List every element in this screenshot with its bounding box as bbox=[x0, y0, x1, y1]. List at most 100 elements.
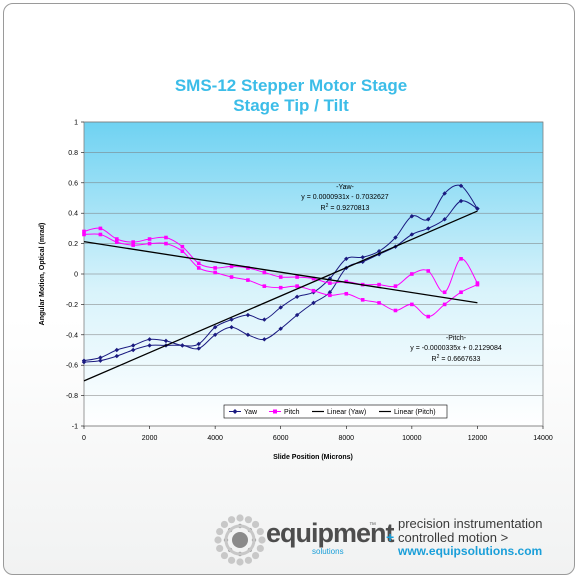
yaw-point bbox=[130, 347, 136, 353]
yaw-point bbox=[245, 332, 251, 337]
y-tick-label: -0.4 bbox=[66, 332, 78, 339]
brand-subtitle: solutions bbox=[312, 547, 344, 556]
yaw-annotation-label: -Yaw- bbox=[336, 184, 354, 191]
linear-yaw-trendline bbox=[83, 210, 478, 382]
brand-logo-text: equipment bbox=[266, 518, 395, 548]
yaw-point bbox=[294, 312, 300, 318]
yaw-point bbox=[294, 294, 300, 299]
pitch-point bbox=[459, 257, 463, 261]
legend-label-yaw: Yaw bbox=[244, 409, 258, 416]
gear-tooth bbox=[214, 536, 222, 544]
gear-tooth bbox=[227, 516, 236, 524]
brand-trademark: ™ bbox=[369, 522, 376, 529]
pitch-point bbox=[147, 237, 152, 241]
pitch-point bbox=[311, 288, 316, 293]
pitch-point bbox=[410, 302, 414, 307]
axis-ticks: -1 -0.8 -0.6 -0.4 -0.2 0 0.2 0.4 0.6 0.8 1 0 2000 400… bbox=[66, 120, 553, 443]
y-tick-label: -0.2 bbox=[66, 302, 78, 309]
chart: SMS-12 Stepper Motor Stage Stage Tip / T… bbox=[39, 76, 553, 461]
pitch-point bbox=[262, 270, 267, 275]
yaw-point bbox=[196, 346, 201, 351]
pitch-point bbox=[377, 301, 381, 305]
pitch-point bbox=[180, 249, 185, 253]
gear-tooth bbox=[220, 551, 229, 560]
gear-tooth bbox=[244, 556, 253, 564]
yaw-r2-sup: 2 bbox=[326, 203, 329, 209]
pitch-point bbox=[475, 282, 480, 287]
pitch-point bbox=[278, 285, 283, 290]
pitch-point bbox=[295, 284, 299, 288]
pitch-point bbox=[114, 237, 119, 241]
pitch-point bbox=[164, 241, 168, 246]
pitch-annotation: -Pitch- y = -0.0000335x + 0.2129084 R2 =… bbox=[410, 335, 502, 363]
legend-label-pitch: Pitch bbox=[284, 409, 300, 416]
y-tick-label: -0.6 bbox=[66, 363, 78, 370]
yaw-point bbox=[409, 214, 415, 219]
yaw-point bbox=[442, 217, 447, 222]
y-tick-label: 0.2 bbox=[68, 241, 78, 248]
gear-tooth bbox=[256, 544, 264, 553]
x-tick-label: 6000 bbox=[273, 435, 289, 442]
yaw-annotation-equation: y = 0.0000931x - 0.7032627 bbox=[301, 194, 388, 201]
chart-subtitle: Stage Tip / Tilt bbox=[233, 96, 349, 115]
yaw-r2-value: = 0.9270813 bbox=[328, 205, 369, 212]
pitch-point bbox=[98, 232, 103, 237]
pitch-point bbox=[278, 275, 283, 279]
yaw-point bbox=[147, 337, 152, 342]
legend-label-linear-yaw: Linear (Yaw) bbox=[327, 409, 366, 416]
yaw-point bbox=[409, 232, 415, 237]
chart-title: SMS-12 Stepper Motor Stage bbox=[175, 76, 407, 95]
pitch-annotation-equation: y = -0.0000335x + 0.2129084 bbox=[410, 345, 502, 352]
gear-tooth bbox=[236, 558, 244, 566]
pitch-point bbox=[393, 284, 398, 288]
legend-marker-yaw bbox=[232, 409, 238, 414]
pitch-r2-sup: 2 bbox=[437, 354, 440, 360]
yaw-point bbox=[114, 347, 119, 353]
pitch-point bbox=[442, 290, 447, 295]
yaw-point bbox=[147, 343, 152, 348]
pitch-point bbox=[393, 308, 398, 313]
pitch-point bbox=[328, 293, 332, 298]
yaw-point bbox=[311, 300, 316, 306]
pitch-point bbox=[311, 276, 316, 281]
y-tick-label: 0.4 bbox=[68, 211, 78, 218]
gear-logo-icon bbox=[214, 514, 266, 566]
pitch-point bbox=[246, 278, 250, 282]
pitch-point bbox=[262, 284, 267, 288]
pitch-point bbox=[328, 281, 332, 285]
x-tick-label: 8000 bbox=[338, 435, 354, 442]
x-tick-label: 10000 bbox=[402, 435, 422, 442]
gear-tooth bbox=[236, 514, 244, 522]
yaw-point bbox=[426, 226, 431, 231]
yaw-point bbox=[180, 343, 185, 348]
y-tick-label: -1 bbox=[72, 424, 78, 431]
pitch-point bbox=[410, 272, 414, 276]
y-tick-label: 0.6 bbox=[68, 180, 78, 187]
website-link[interactable]: www.equipsolutions.com bbox=[398, 544, 543, 558]
yaw-annotation-r2: R2 = 0.9270813 bbox=[321, 203, 370, 212]
y-tick-label: 0 bbox=[74, 272, 78, 279]
yaw-point bbox=[475, 206, 480, 211]
y-tick-label: -0.8 bbox=[66, 393, 78, 400]
pitch-r2-prefix: R bbox=[432, 356, 437, 363]
pitch-point bbox=[82, 232, 86, 237]
yaw-point bbox=[458, 183, 464, 189]
yaw-point bbox=[262, 317, 267, 322]
legend-label-linear-pitch: Linear (Pitch) bbox=[394, 409, 436, 416]
pitch-point bbox=[459, 290, 463, 295]
linear-pitch-trendline bbox=[83, 240, 478, 304]
pitch-point bbox=[344, 291, 349, 296]
pitch-point bbox=[180, 244, 185, 249]
yaw-point bbox=[98, 358, 103, 363]
pitch-point bbox=[295, 275, 299, 279]
pitch-annotation-label: -Pitch- bbox=[446, 335, 467, 342]
gear-center bbox=[232, 532, 248, 548]
yaw-point bbox=[130, 343, 136, 348]
x-tick-label: 0 bbox=[82, 435, 86, 442]
yaw-point bbox=[344, 256, 349, 261]
yaw-r2-prefix: R bbox=[321, 205, 326, 212]
pitch-point bbox=[377, 282, 381, 287]
pitch-point bbox=[82, 229, 86, 234]
pitch-point bbox=[426, 269, 431, 273]
gear-tooth bbox=[216, 527, 224, 536]
